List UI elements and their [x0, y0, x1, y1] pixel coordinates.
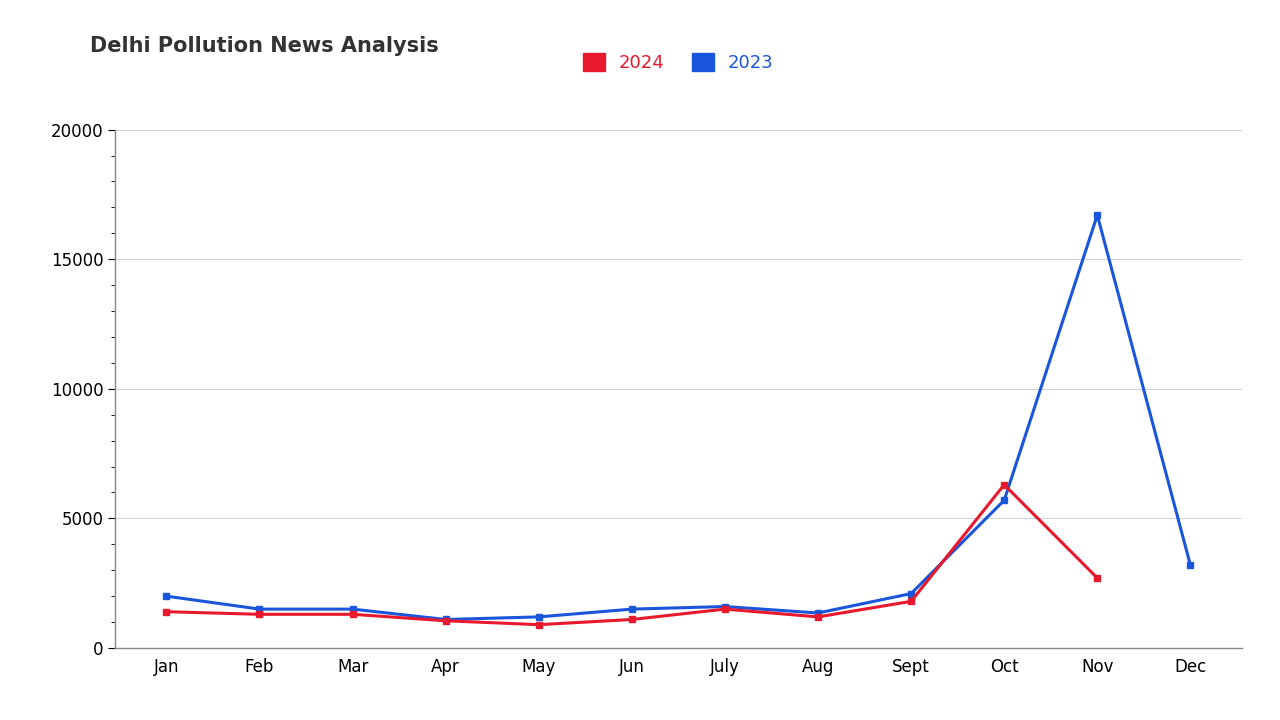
2023 — [531, 613, 547, 621]
2024 — [904, 597, 919, 606]
Line: 2023: 2023 — [163, 212, 1194, 623]
2023 — [625, 605, 640, 613]
2024 — [531, 621, 547, 629]
2023 — [717, 602, 732, 611]
2024 — [717, 605, 732, 613]
2023 — [159, 592, 174, 600]
Legend: 2024, 2023: 2024, 2023 — [576, 45, 781, 79]
2023 — [438, 615, 453, 624]
2024 — [159, 608, 174, 616]
2023 — [997, 496, 1012, 505]
2024 — [997, 480, 1012, 489]
2024 — [344, 610, 360, 618]
2024 — [625, 615, 640, 624]
2023 — [344, 605, 360, 613]
2024 — [1089, 574, 1105, 582]
2024 — [252, 610, 268, 618]
2023 — [1183, 561, 1198, 570]
2024 — [810, 613, 826, 621]
2023 — [252, 605, 268, 613]
Text: Delhi Pollution News Analysis: Delhi Pollution News Analysis — [90, 36, 438, 56]
2023 — [1089, 211, 1105, 220]
2023 — [904, 589, 919, 598]
2024 — [438, 616, 453, 625]
2023 — [810, 608, 826, 617]
Line: 2024: 2024 — [163, 481, 1101, 628]
